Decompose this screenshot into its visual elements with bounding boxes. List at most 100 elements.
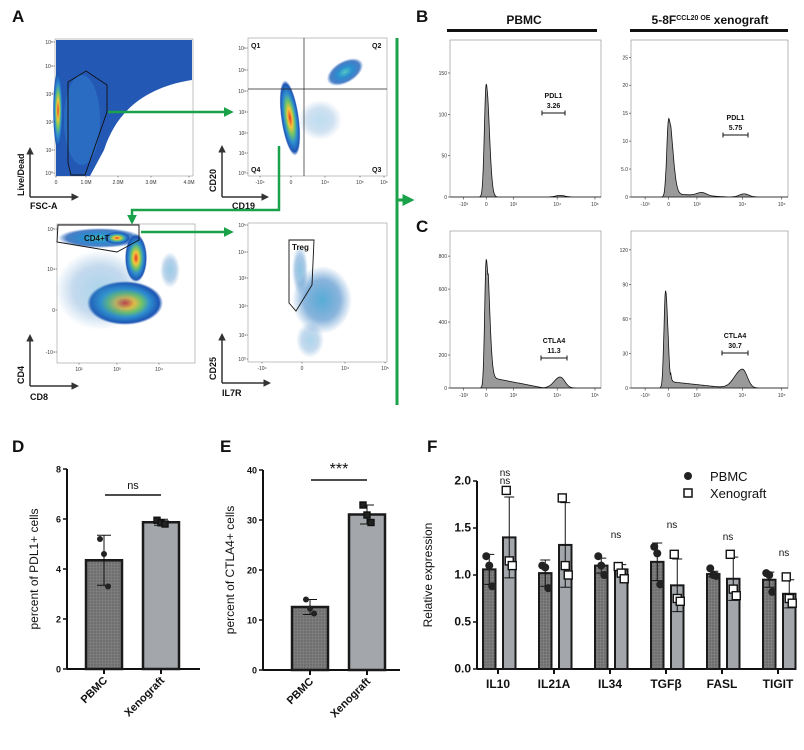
quadrant-q1: Q1 <box>251 43 260 50</box>
y-axis-title: percent of PDL1+ cells <box>27 508 41 629</box>
y-tick-label: 8 <box>56 465 61 475</box>
data-point <box>97 536 103 542</box>
data-point <box>650 542 659 551</box>
y-tick-label: 600 <box>439 287 448 293</box>
data-point <box>725 549 735 560</box>
data-point <box>367 518 375 527</box>
bar-xenograft <box>141 521 181 671</box>
x-tick-label: TGFβ <box>650 677 681 691</box>
x-tick-label: 10⁵ <box>591 202 599 208</box>
significance-label: ns <box>611 530 622 541</box>
data-point <box>544 584 553 593</box>
x-tick-label: 10⁵ <box>778 202 786 208</box>
x-tick-label: -10³ <box>459 202 468 208</box>
y-axis-label: CD4 <box>16 366 26 384</box>
y-tick-label: 20 <box>247 566 257 576</box>
x-tick-label: 10⁵ <box>591 393 599 399</box>
significance-label: ns <box>500 476 511 487</box>
data-point <box>781 572 791 582</box>
bar-xenograft <box>347 513 387 672</box>
y-tick-label: 30 <box>622 351 628 357</box>
data-point <box>600 571 609 579</box>
data-point <box>563 570 573 580</box>
x-tick-label: 10³ <box>510 393 518 399</box>
data-point <box>311 610 317 617</box>
data-point <box>731 590 741 601</box>
data-point <box>161 520 169 528</box>
plot-frame <box>449 230 602 389</box>
legend: PBMC Xenograft <box>683 469 767 501</box>
quadrant-q4: Q4 <box>251 167 260 174</box>
histogram-plot: 0 30 60 90 120 -10³ 0 10³ 10⁴ 10⁵ CTLA4 30.7 <box>620 230 789 399</box>
y-tick-label: 1.5 <box>454 521 471 535</box>
y-tick-label: 10⁴ <box>45 64 53 70</box>
y-tick-label: 10⁴ <box>47 267 55 273</box>
panel-label-a: A <box>12 7 24 26</box>
plot-frame <box>630 39 789 198</box>
y-tick-label: 60 <box>622 317 628 323</box>
panel-label-f: F <box>427 437 437 456</box>
x-axis-label: CD8 <box>30 392 48 402</box>
data-point <box>307 605 313 612</box>
histogram-curve <box>450 83 601 198</box>
y-tick-label: 0 <box>56 665 61 675</box>
x-tick-label: IL21A <box>538 677 571 691</box>
data-point <box>105 583 111 590</box>
significance-label: ns <box>779 548 790 559</box>
panel-label-b: B <box>416 7 428 26</box>
histogram-curve <box>450 259 601 389</box>
gate-name: CTLA4 <box>543 338 566 345</box>
y-tick-label: 5.0 <box>621 167 628 173</box>
x-tick-label: 10⁴ <box>739 393 747 399</box>
bar-pbmc <box>706 573 721 670</box>
data-point <box>706 564 715 573</box>
y-tick-label: 6 <box>56 515 61 525</box>
y-tick-label: 0 <box>444 195 447 201</box>
y-tick-label: 10⁵ <box>238 68 246 74</box>
gate-arrow <box>127 146 281 225</box>
x-tick-label: Xenograft <box>328 675 373 720</box>
y-tick-label: 10² <box>46 120 54 126</box>
data-point <box>669 549 679 560</box>
data-point <box>488 582 497 591</box>
x-tick-label: 10⁴ <box>321 180 329 186</box>
data-point <box>485 561 494 570</box>
bar-chart-f: 0.0 0.5 1.0 1.5 2.0 Relative expression IL10 ns… <box>421 468 797 691</box>
x-tick-label: 0 <box>290 180 293 186</box>
x-tick-label: 10⁶ <box>380 180 388 186</box>
bar-pbmc <box>290 605 330 672</box>
x-tick-label: 10⁵ <box>356 180 364 186</box>
data-point <box>594 552 603 561</box>
y-tick-label: 0 <box>625 386 628 392</box>
bar-chart-e: 0 10 20 30 40 percent of CTLA4+ cells PBMC Xeno… <box>223 461 400 720</box>
y-tick-label: 100 <box>439 112 448 118</box>
y-tick-label: 10 <box>622 139 628 145</box>
flow-plot-cd20-cd19: Q1 Q2 Q3 Q4 10⁰ 10¹ 10² 10³ 10⁴ 10⁵ 10⁶ -10⁴ 0 10… <box>208 37 388 211</box>
x-tick-label: 0 <box>301 366 304 372</box>
x-tick-label: -10⁴ <box>255 180 264 186</box>
gate-percent: 3.26 <box>547 103 561 110</box>
x-tick-label: 0 <box>485 202 488 208</box>
treg-gate <box>288 239 315 312</box>
y-tick-label: 10² <box>239 131 247 137</box>
histogram-curve <box>631 290 788 389</box>
y-tick-label: 200 <box>439 353 448 359</box>
y-tick-label: 90 <box>622 282 628 288</box>
bar-pbmc <box>594 564 609 670</box>
y-axis-title: Relative expression <box>421 523 435 628</box>
data-point <box>712 571 721 580</box>
legend-marker-xenograft <box>683 488 693 498</box>
x-tick-label: 0 <box>667 202 670 208</box>
y-tick-label: 10⁰ <box>238 171 246 177</box>
y-tick-label: 0 <box>252 666 257 676</box>
y-tick-label: 10⁰ <box>45 171 53 177</box>
x-tick-label: 10⁵ <box>778 393 786 399</box>
x-tick-label: -10³ <box>641 202 650 208</box>
data-point <box>482 552 491 561</box>
x-tick-label: 10² <box>75 367 83 373</box>
data-point <box>363 511 371 519</box>
y-tick-label: 0.5 <box>454 615 471 629</box>
y-tick-label: 10² <box>239 304 247 310</box>
y-axis-label: Live/Dead <box>16 153 26 196</box>
